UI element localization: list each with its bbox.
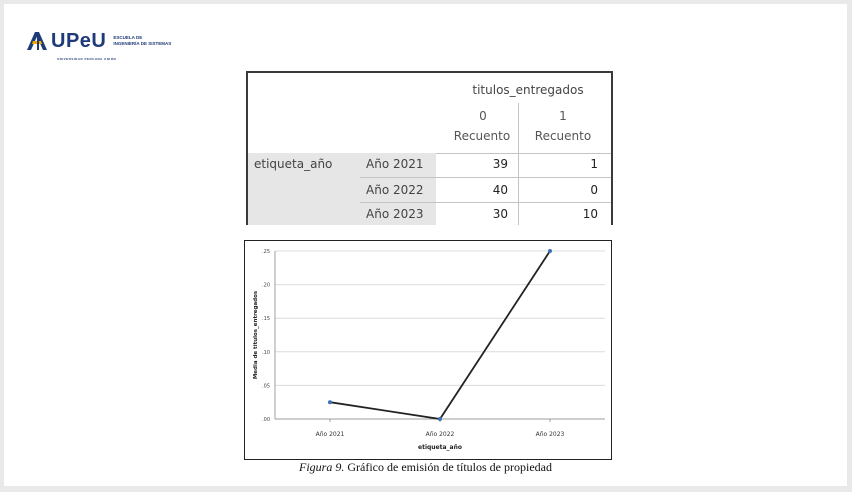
logo-university: UNIVERSIDAD PERUANA UNIÓN <box>57 57 117 61</box>
table-rule <box>360 202 611 203</box>
data-point <box>548 249 552 253</box>
x-tick-label: Año 2021 <box>316 431 345 438</box>
upeu-emblem-icon <box>27 32 47 50</box>
line-chart: .00 .05 .10 .15 .20 .25 Año 2021 Año 2022 Año 20… <box>244 240 612 460</box>
cell-2021-0: 39 <box>492 157 508 171</box>
column-value-0: 0 <box>479 109 487 123</box>
row-label-2022: Año 2022 <box>366 183 424 197</box>
x-tick-label: Año 2023 <box>536 431 565 438</box>
x-tick-label: Año 2022 <box>426 431 455 438</box>
cell-2021-1: 1 <box>590 157 598 171</box>
cell-2022-1: 0 <box>590 183 598 197</box>
table-rule <box>436 153 611 154</box>
y-tick-label: .15 <box>262 316 270 322</box>
data-point <box>328 400 332 405</box>
table-rule <box>360 177 611 178</box>
y-tick-label: .05 <box>262 383 270 389</box>
document-page: UPeU UNIVERSIDAD PERUANA UNIÓN ESCUELA D… <box>4 4 847 486</box>
y-tick-label: .00 <box>262 417 270 423</box>
data-point <box>438 417 442 421</box>
logo-brand: UPeU UNIVERSIDAD PERUANA UNIÓN <box>51 31 116 61</box>
cell-2023-0: 30 <box>492 207 508 221</box>
y-tick-label: .20 <box>262 283 270 289</box>
figure-label: Figura 9. <box>299 460 345 474</box>
column-variable-header: titulos_entregados <box>472 83 584 97</box>
row-label-background <box>248 153 436 225</box>
y-tick-label: .10 <box>262 350 270 356</box>
column-value-1: 1 <box>559 109 567 123</box>
logo-school-line1: ESCUELA DE <box>113 35 143 40</box>
crosstab-table: titulos_entregados 0 1 Recuento Recuento… <box>246 71 613 225</box>
upeu-logo: UPeU UNIVERSIDAD PERUANA UNIÓN ESCUELA D… <box>26 30 171 61</box>
cell-2022-0: 40 <box>492 183 508 197</box>
x-axis-label: etiqueta_año <box>418 444 462 451</box>
logo-school-line2: INGENIERÍA DE SISTEMAS <box>113 41 172 46</box>
table-rule <box>518 103 519 225</box>
row-label-2023: Año 2023 <box>366 207 424 221</box>
y-tick-label: .25 <box>262 249 270 255</box>
series-line <box>329 250 551 420</box>
row-variable-label: etiqueta_año <box>254 157 333 171</box>
y-axis-label: Media de titulos_entregados <box>253 290 259 379</box>
row-label-2021: Año 2021 <box>366 157 424 171</box>
figure-caption: Figura 9. Gráfico de emisión de títulos … <box>4 460 847 475</box>
chart-svg: .00 .05 .10 .15 .20 .25 Año 2021 Año 2022 Año 20… <box>253 249 605 451</box>
column-stat-1: Recuento <box>534 129 592 143</box>
logo-school: ESCUELA DE INGENIERÍA DE SISTEMAS <box>113 35 171 47</box>
figure-caption-text: Gráfico de emisión de títulos de propied… <box>344 460 552 474</box>
cell-2023-1: 10 <box>582 207 598 221</box>
column-stat-0: Recuento <box>453 129 511 143</box>
